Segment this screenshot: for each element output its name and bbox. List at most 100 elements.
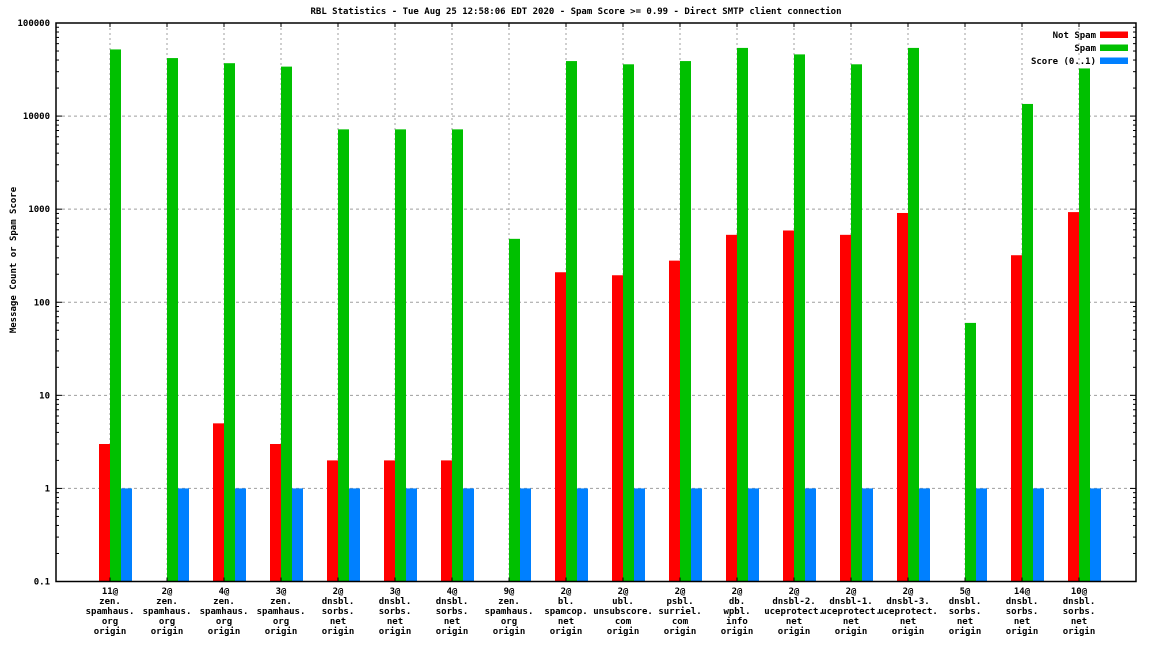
x-label-line: net [558, 617, 574, 627]
legend: Not Spam Spam Score (0..1) [1031, 31, 1128, 67]
bar-spam [623, 64, 634, 582]
x-label-line: 2@ [903, 587, 914, 597]
bar-score [805, 488, 816, 582]
x-label-line: org [273, 617, 289, 627]
legend-swatch [1100, 44, 1128, 51]
x-label-line: net [786, 617, 802, 627]
y-tick-label: 10000 [23, 112, 50, 122]
bar-not-spam [726, 234, 737, 582]
x-label-line: origin [550, 626, 583, 637]
bar-spam [566, 61, 577, 582]
bar-score [577, 488, 588, 582]
bar-score [178, 488, 189, 582]
x-label-line: net [843, 617, 859, 627]
bar-spam [737, 47, 748, 582]
bar-score [406, 488, 417, 582]
legend-swatch [1100, 31, 1128, 38]
chart-title: RBL Statistics - Tue Aug 25 12:58:06 EDT… [310, 7, 842, 17]
x-label-line: 2@ [561, 587, 572, 597]
x-label-line: wpbl. [723, 607, 750, 617]
x-label-line: origin [379, 626, 412, 637]
x-label-line: 9@ [504, 587, 515, 597]
bar-not-spam [783, 230, 794, 582]
x-label-line: 3@ [390, 587, 401, 597]
x-label-line: 2@ [789, 587, 800, 597]
x-label-line: origin [892, 626, 925, 637]
x-label-line: sorbs. [436, 607, 469, 617]
x-label-line: 2@ [162, 587, 173, 597]
x-category-labels: 11@zen.spamhaus.orgorigin2@zen.spamhaus.… [86, 587, 1096, 637]
y-tick-label: 10 [39, 391, 50, 401]
x-label-line: zen. [99, 597, 121, 607]
x-label-line: origin [151, 626, 184, 637]
x-label-line: dnsbl-1. [829, 597, 872, 607]
legend-label: Not Spam [1053, 31, 1097, 41]
x-label-line: sorbs. [1063, 607, 1096, 617]
x-label-line: sorbs. [949, 607, 982, 617]
x-label-line: spamhaus. [86, 607, 135, 617]
bar-not-spam [441, 460, 452, 582]
x-label-line: org [501, 617, 517, 627]
x-label-line: dnsbl. [1063, 597, 1096, 607]
x-label-line: origin [607, 626, 640, 637]
y-tick-labels: 100000 10000 1000 100 10 1 0.1 [17, 19, 50, 588]
bar-score [976, 488, 987, 582]
x-label-line: zen. [156, 597, 178, 607]
x-label-line: dnsbl. [949, 597, 982, 607]
bar-spam [680, 61, 691, 582]
bar-not-spam [897, 212, 908, 582]
x-label-line: 5@ [960, 587, 971, 597]
y-tick-label: 0.1 [34, 578, 50, 588]
x-label-line: dnsbl. [1006, 597, 1039, 607]
x-label-line: 11@ [102, 587, 119, 597]
legend-label: Score (0..1) [1031, 57, 1096, 67]
x-label-line: 10@ [1071, 587, 1088, 597]
x-label-line: sorbs. [322, 607, 355, 617]
x-label-line: net [957, 617, 973, 627]
x-label-line: 2@ [618, 587, 629, 597]
x-label-line: origin [208, 626, 241, 637]
x-label-line: 4@ [219, 587, 230, 597]
bar-not-spam [327, 460, 338, 582]
x-label-line: dnsbl. [322, 597, 355, 607]
x-label-line: origin [835, 626, 868, 637]
x-label-line: 4@ [447, 587, 458, 597]
bar-spam [908, 47, 919, 582]
bar-not-spam [384, 460, 395, 582]
x-label-line: origin [436, 626, 469, 637]
legend-swatch [1100, 57, 1128, 64]
bar-spam [1079, 68, 1090, 582]
bar-not-spam [840, 234, 851, 582]
bar-score [520, 488, 531, 582]
x-label-line: sorbs. [379, 607, 412, 617]
axis-ticks [56, 22, 1136, 582]
x-label-line: 2@ [732, 587, 743, 597]
bar-spam [1022, 103, 1033, 582]
bar-not-spam [213, 423, 224, 582]
bar-not-spam [99, 444, 110, 582]
y-tick-label: 1 [45, 484, 50, 494]
x-label-line: origin [721, 626, 754, 637]
bar-spam [224, 63, 235, 582]
x-label-line: dnsbl. [436, 597, 469, 607]
bar-score [463, 488, 474, 582]
bar-score [691, 488, 702, 582]
x-label-line: 14@ [1014, 587, 1031, 597]
bar-score [1033, 488, 1044, 582]
x-label-line: dnsbl. [379, 597, 412, 607]
y-tick-label: 1000 [28, 205, 50, 215]
legend-item: Not Spam [1053, 31, 1128, 41]
x-label-line: origin [493, 626, 526, 637]
x-label-line: spamhaus. [143, 607, 192, 617]
